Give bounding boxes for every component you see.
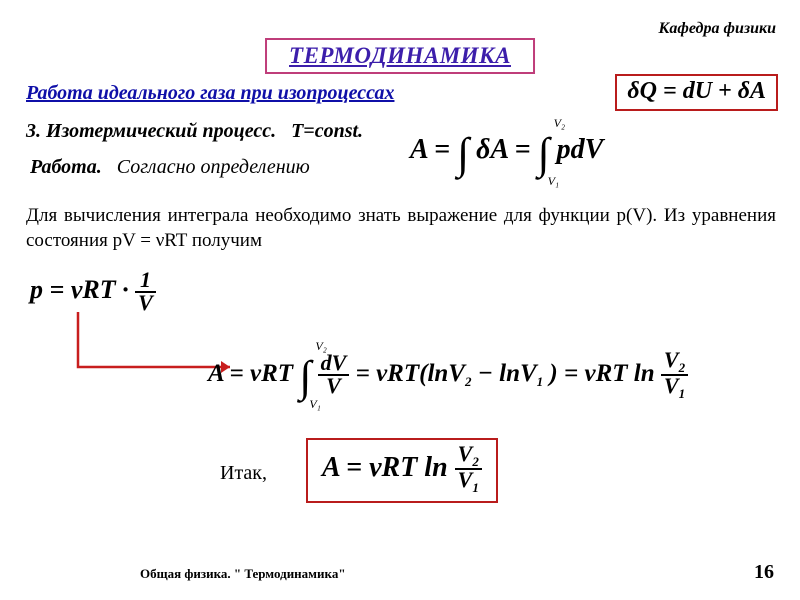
pressure-formula: p = νRT · 1 V bbox=[30, 270, 156, 314]
final-frac: V2 V1 bbox=[455, 444, 482, 495]
paragraph-explanation: Для вычисления интеграла необходимо знат… bbox=[26, 204, 776, 253]
chain-sub1: 1 bbox=[537, 374, 544, 389]
work-definition-line: Работа. Согласно определению bbox=[30, 156, 310, 179]
integral-symbol: ∫ bbox=[457, 129, 469, 178]
page-number: 16 bbox=[754, 561, 774, 584]
chain-b: = νRT(lnV bbox=[356, 360, 465, 387]
formula-rhs: pdV bbox=[557, 134, 604, 165]
process-number-label: 3. Изотермический процесс. bbox=[26, 120, 276, 142]
process-condition: T=const. bbox=[291, 120, 363, 142]
pressure-lhs: p = νRT · bbox=[30, 275, 129, 304]
pressure-den: V bbox=[135, 293, 156, 314]
chain-a: A = νRT bbox=[208, 360, 293, 387]
final-den: V1 bbox=[455, 470, 482, 494]
work-text: Согласно определению bbox=[117, 156, 310, 178]
footer-course: Общая физика. " Термодинамика" bbox=[140, 566, 346, 582]
chain-vfrac-den: V1 bbox=[661, 376, 688, 400]
chain-c: ) = νRT ln bbox=[549, 360, 654, 387]
process-line: 3. Изотермический процесс. T=const. bbox=[26, 120, 363, 143]
work-integral-formula: A = ∫ δA = V₂ ∫ V₁ pdV bbox=[410, 128, 603, 179]
work-label: Работа. bbox=[30, 156, 102, 178]
title-box: ТЕРМОДИНАМИКА bbox=[265, 38, 535, 74]
chain-int-lo: V₁ bbox=[309, 397, 321, 412]
chain-frac: dV V bbox=[318, 353, 350, 397]
integral-symbol-2: ∫ bbox=[538, 129, 550, 178]
final-lhs: A = νRT ln bbox=[322, 452, 448, 483]
slide-title: ТЕРМОДИНАМИКА bbox=[289, 43, 511, 68]
integral-chain-formula: A = νRT V₂ ∫ V₁ dV V = νRT(lnV2 − lnV1 )… bbox=[208, 350, 688, 402]
chain-minus: − lnV bbox=[478, 360, 537, 387]
chain-int-up: V₂ bbox=[315, 339, 327, 354]
therefore-label: Итак, bbox=[220, 462, 267, 485]
pressure-fraction: 1 V bbox=[135, 270, 156, 314]
section-heading: Работа идеального газа при изопроцессах bbox=[26, 82, 394, 105]
formula-mid: δA = bbox=[476, 134, 537, 165]
integral-lower: V₁ bbox=[548, 174, 560, 189]
chain-vfrac: V2 V1 bbox=[661, 350, 688, 401]
final-result-box: A = νRT ln V2 V1 bbox=[306, 438, 498, 503]
chain-sub2: 2 bbox=[465, 374, 472, 389]
department-label: Кафедра физики bbox=[659, 20, 776, 38]
first-law-box: δQ = dU + δA bbox=[615, 74, 778, 111]
chain-integral: ∫ bbox=[299, 352, 311, 401]
chain-frac-den: V bbox=[318, 376, 350, 397]
formula-lhs: A = bbox=[410, 134, 457, 165]
integral-upper: V₂ bbox=[554, 116, 566, 131]
